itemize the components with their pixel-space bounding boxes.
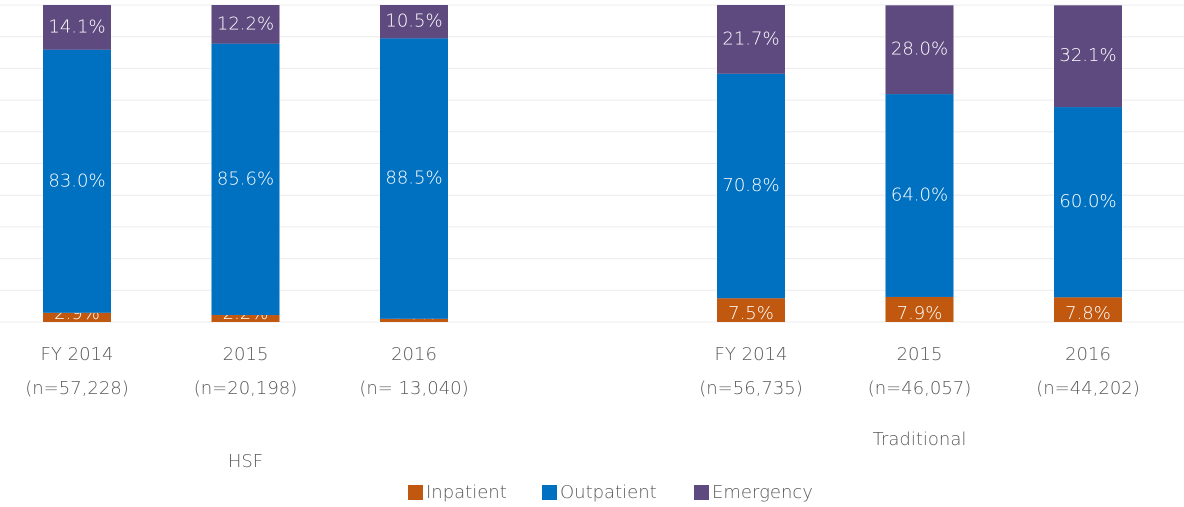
bar-segment: [885, 5, 954, 95]
bar-segment: [43, 312, 111, 322]
value-label: 88.5%: [385, 168, 442, 189]
x-tick-label: (n=44,202): [1036, 378, 1140, 399]
bar-segment: [380, 318, 448, 322]
bar-segment: [717, 298, 785, 322]
bar-segment: [43, 49, 111, 313]
bar-segment: [211, 5, 280, 44]
bar-segment: [1054, 297, 1122, 322]
bar-segment: [43, 5, 111, 50]
bar-segment: [717, 5, 785, 74]
x-tick-label: (n=20,198): [194, 378, 298, 399]
value-label: 12.2%: [217, 13, 274, 34]
x-tick-label: (n=57,228): [25, 378, 129, 399]
value-label: 28.0%: [891, 39, 948, 60]
legend-swatch: [542, 485, 557, 500]
bar-segment: [211, 43, 280, 316]
legend-label: Emergency: [712, 482, 813, 503]
x-tick-label: FY 2014: [715, 344, 788, 365]
value-label: 32.1%: [1059, 45, 1116, 66]
value-label: 7.8%: [1065, 303, 1111, 324]
value-label: 7.9%: [897, 303, 943, 324]
group-label: Traditional: [873, 429, 967, 450]
x-tick-label: 2015: [897, 344, 943, 365]
value-label: 60.0%: [1059, 191, 1116, 212]
bar-segment: [380, 38, 448, 319]
bar-segment: [1054, 5, 1122, 108]
x-tick-label: 2015: [223, 344, 269, 365]
value-label: 14.1%: [48, 16, 105, 37]
x-tick-label: FY 2014: [41, 344, 114, 365]
legend-swatch: [408, 485, 423, 500]
bar-segment: [211, 315, 280, 322]
legend-label: Outpatient: [560, 482, 657, 503]
value-label: 70.8%: [722, 175, 779, 196]
legend-swatch: [694, 485, 709, 500]
bar-segment: [717, 73, 785, 299]
x-tick-label: (n=56,735): [699, 378, 803, 399]
value-label: 7.5%: [728, 303, 774, 324]
x-tick-label: (n= 13,040): [359, 378, 468, 399]
bar-segment: [380, 5, 448, 39]
value-label: 83.0%: [48, 170, 105, 191]
legend-label: Inpatient: [426, 482, 507, 503]
value-label: 85.6%: [217, 168, 274, 189]
x-tick-label: (n=46,057): [868, 378, 972, 399]
group-label: HSF: [228, 451, 263, 472]
x-tick-label: 2016: [1065, 344, 1111, 365]
value-label: 21.7%: [722, 28, 779, 49]
value-label: 64.0%: [891, 185, 948, 206]
bar-segment: [885, 296, 954, 322]
bar-segment: [885, 94, 954, 297]
bar-segment: [1054, 107, 1122, 298]
x-tick-label: 2016: [391, 344, 437, 365]
value-label: 10.5%: [385, 11, 442, 32]
